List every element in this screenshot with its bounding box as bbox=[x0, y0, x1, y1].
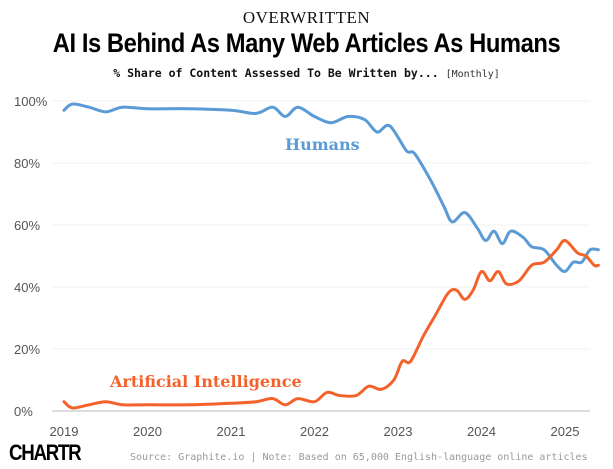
x-tick-label: 2022 bbox=[300, 424, 329, 439]
y-tick-label: 100% bbox=[14, 94, 48, 109]
x-tick-label: 2021 bbox=[217, 424, 246, 439]
subtitle-note: [Monthly] bbox=[445, 69, 500, 80]
series-label-humans: Humans bbox=[285, 135, 360, 154]
series-line-ai bbox=[62, 239, 600, 410]
y-tick-label: 20% bbox=[14, 342, 40, 357]
x-tick-label: 2024 bbox=[467, 424, 496, 439]
chart-title: AI Is Behind As Many Web Articles As Hum… bbox=[52, 28, 561, 58]
x-tick-label: 2025 bbox=[551, 424, 580, 439]
y-tick-label: 0% bbox=[14, 404, 33, 419]
subtitle-text: % Share of Content Assessed To Be Writte… bbox=[113, 66, 439, 80]
x-tick-label: 2020 bbox=[133, 424, 162, 439]
series-line-humans bbox=[62, 102, 600, 274]
y-tick-label: 40% bbox=[14, 280, 40, 295]
x-tick-label: 2019 bbox=[50, 424, 79, 439]
series-label-ai: Artificial Intelligence bbox=[109, 372, 302, 391]
chartr-logo: CHARTR bbox=[9, 440, 82, 465]
chart-subtitle: % Share of Content Assessed To Be Writte… bbox=[0, 66, 613, 80]
y-tick-label: 60% bbox=[14, 218, 40, 233]
source-note: Source: Graphite.io | Note: Based on 65,… bbox=[130, 452, 588, 463]
chart-kicker: OVERWRITTEN bbox=[242, 8, 371, 27]
x-tick-label: 2023 bbox=[384, 424, 413, 439]
y-tick-label: 80% bbox=[14, 156, 40, 171]
